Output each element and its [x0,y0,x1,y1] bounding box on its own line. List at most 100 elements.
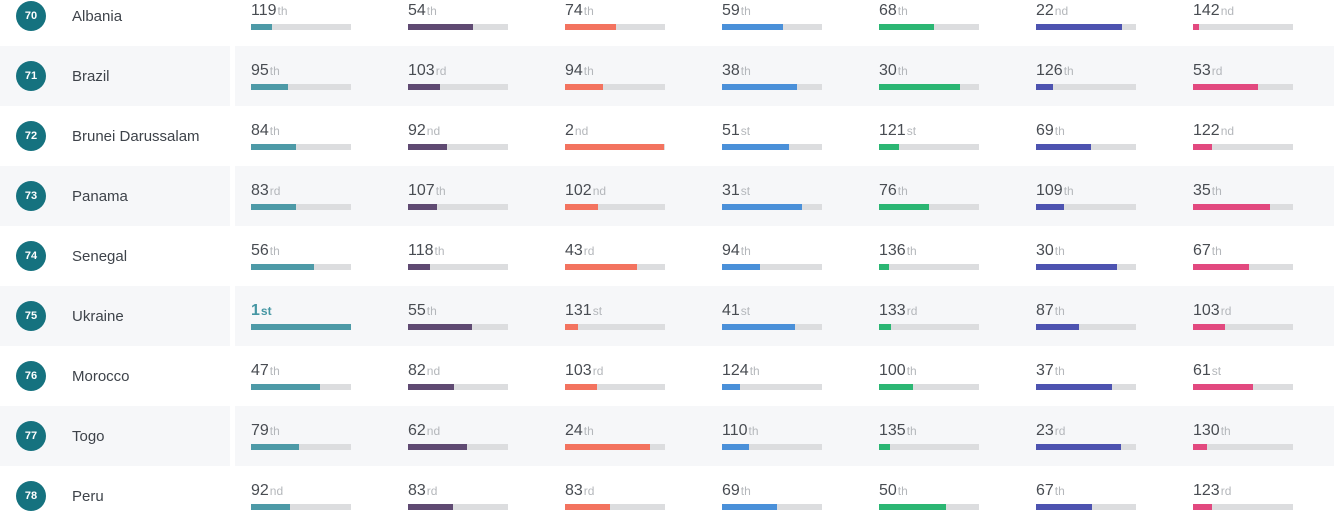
rank-label: 103rd [1193,302,1334,320]
overall-rank-badge: 77 [16,421,46,451]
score-cell: 100th [863,346,1020,406]
score-bar-track [565,384,665,390]
score-bar-fill [1036,84,1053,90]
rank-number: 135 [879,422,906,439]
rank-label: 123rd [1193,482,1334,500]
rank-number: 83 [565,482,583,499]
rank-number: 103 [565,362,592,379]
score-bar-fill [1036,144,1091,150]
score-cell: 53rd [1177,46,1334,106]
row-cells: 1st 55th 131st 41st 133rd [235,286,1334,346]
score-cell: 83rd [235,166,392,226]
score-bar-track [251,324,351,330]
rank-label: 53rd [1193,62,1334,80]
rank-suffix: th [1063,184,1074,198]
score-bar-track [251,84,351,90]
score-cell: 62nd [392,406,549,466]
score-bar-fill [1193,144,1212,150]
rank-label: 47th [251,362,392,380]
country-cell: 76 Morocco [0,346,230,406]
score-bar-fill [1036,264,1117,270]
rank-suffix: rd [435,64,447,78]
score-bar-fill [1193,204,1270,210]
rank-number: 84 [251,122,269,139]
rank-label: 84th [251,122,392,140]
score-bar-fill [408,444,467,450]
rank-label: 94th [722,242,863,260]
table-row[interactable]: 78 Peru 92nd 83rd 83rd 69th [0,466,1334,526]
score-bar-track [251,144,351,150]
score-bar-track [251,384,351,390]
score-bar-track [722,204,822,210]
overall-rank-badge: 70 [16,1,46,31]
rank-suffix: th [434,244,445,258]
rank-label: 76th [879,182,1020,200]
score-cell: 54th [392,0,549,46]
rank-label: 30th [879,62,1020,80]
score-cell: 123rd [1177,466,1334,526]
rank-suffix: nd [269,484,284,498]
rank-suffix: rd [583,484,595,498]
score-bar-fill [251,264,314,270]
rank-label: 23rd [1036,422,1177,440]
score-bar-track [251,264,351,270]
score-bar-fill [1193,444,1207,450]
score-bar-fill [251,324,351,330]
table-row[interactable]: 76 Morocco 47th 82nd 103rd 124th [0,346,1334,406]
score-bar-fill [565,24,616,30]
rank-number: 79 [251,422,269,439]
table-row[interactable]: 71 Brazil 95th 103rd 94th 38th [0,46,1334,106]
country-name: Brunei Darussalam [72,127,200,145]
score-cell: 76th [863,166,1020,226]
overall-rank-badge: 73 [16,181,46,211]
rank-suffix: th [897,184,908,198]
score-bar-fill [722,204,802,210]
rank-label: 67th [1036,482,1177,500]
row-cells: 47th 82nd 103rd 124th 100th [235,346,1334,406]
table-row[interactable]: 74 Senegal 56th 118th 43rd 94th [0,226,1334,286]
rank-number: 62 [408,422,426,439]
rank-number: 67 [1036,482,1054,499]
rank-suffix: th [583,424,594,438]
score-bar-track [408,204,508,210]
rank-label: 30th [1036,242,1177,260]
rank-number: 94 [565,62,583,79]
rank-label: 62nd [408,422,549,440]
rank-label: 131st [565,302,706,320]
country-cell: 75 Ukraine [0,286,230,346]
score-bar-track [1193,24,1293,30]
rank-label: 92nd [408,122,549,140]
rank-number: 38 [722,62,740,79]
rank-number: 109 [1036,182,1063,199]
score-bar-track [879,504,979,510]
score-bar-fill [1193,504,1212,510]
score-bar-fill [565,84,603,90]
table-row[interactable]: 75 Ukraine 1st 55th 131st 41st [0,286,1334,346]
table-row[interactable]: 77 Togo 79th 62nd 24th 110th [0,406,1334,466]
rank-number: 43 [565,242,583,259]
rank-number: 68 [879,2,897,19]
score-bar-track [1193,204,1293,210]
overall-rank-badge: 74 [16,241,46,271]
row-cells: 56th 118th 43rd 94th 136th [235,226,1334,286]
score-bar-fill [408,264,430,270]
rank-number: 95 [251,62,269,79]
score-bar-track [251,504,351,510]
score-bar-fill [879,504,946,510]
rank-number: 136 [879,242,906,259]
table-row[interactable]: 73 Panama 83rd 107th 102nd 31st [0,166,1334,226]
score-cell: 124th [706,346,863,406]
rank-number: 102 [565,182,592,199]
score-cell: 43rd [549,226,706,286]
score-cell: 133rd [863,286,1020,346]
row-cells: 95th 103rd 94th 38th 30th [235,46,1334,106]
rank-number: 41 [722,302,740,319]
rank-suffix: nd [426,424,441,438]
score-cell: 51st [706,106,863,166]
table-row[interactable]: 72 Brunei Darussalam 84th 92nd 2nd 51st [0,106,1334,166]
rank-number: 67 [1193,242,1211,259]
rank-number: 22 [1036,2,1054,19]
rank-label: 130th [1193,422,1334,440]
country-cell: 74 Senegal [0,226,230,286]
table-row[interactable]: 70 Albania 119th 54th 74th 59th [0,0,1334,46]
